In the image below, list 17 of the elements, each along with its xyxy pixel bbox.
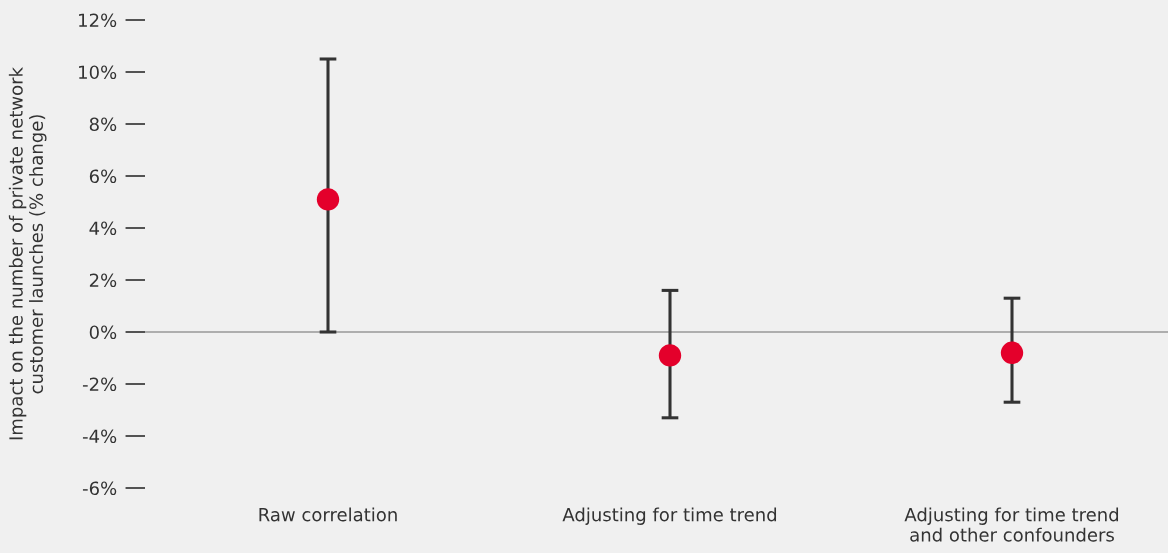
y-axis-title: Impact on the number of private network customer launches (% change) <box>8 67 47 440</box>
x-tick-label: Adjusting for time trend and other confounders <box>904 507 1119 542</box>
y-tick-label: -4% <box>82 429 117 444</box>
y-tick-label: 0% <box>89 325 117 340</box>
y-tick-label: -2% <box>82 377 117 392</box>
x-tick-label: Adjusting for time trend <box>562 507 777 525</box>
y-tick-label: 4% <box>89 221 117 236</box>
x-tick-label: Raw correlation <box>259 507 397 522</box>
y-tick-label: 2% <box>89 273 117 288</box>
point <box>658 344 682 367</box>
y-tick-label: 10% <box>79 65 117 80</box>
y-tick-label: 6% <box>89 169 117 184</box>
y-tick-label: 8% <box>89 117 117 132</box>
y-tick-label: -6% <box>82 481 117 496</box>
point <box>1000 341 1024 364</box>
point <box>316 188 340 211</box>
y-tick-label: 12% <box>79 13 117 28</box>
